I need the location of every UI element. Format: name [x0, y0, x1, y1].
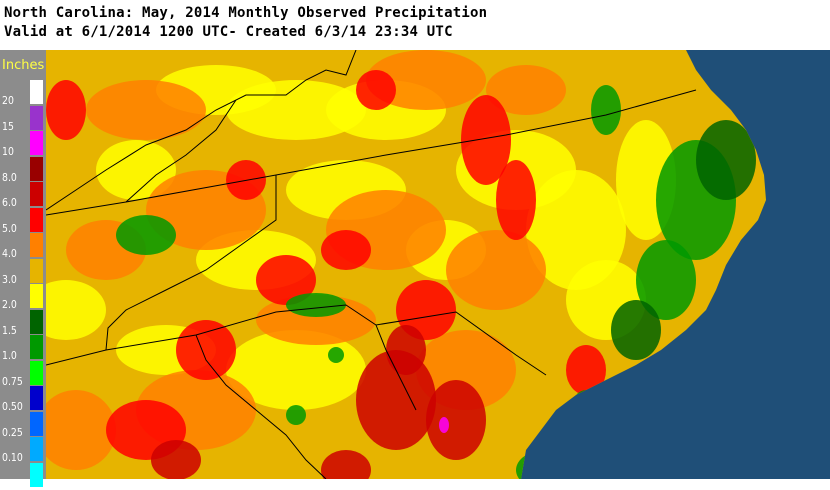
precip-blob [356, 350, 436, 450]
legend-swatch [30, 80, 43, 104]
precip-blob [46, 390, 116, 470]
precip-blob [356, 70, 396, 110]
precipitation-map [45, 49, 830, 480]
precip-blob [286, 293, 346, 317]
legend-tick-label: 8.0 [2, 170, 17, 184]
legend-tick-label: 1.0 [2, 349, 17, 362]
legend-swatch [30, 207, 43, 232]
precip-blob [321, 230, 371, 270]
precip-blob [151, 440, 201, 479]
precip-blob [426, 380, 486, 460]
legend-tick-label: 2.0 [2, 298, 17, 311]
legend-swatch [30, 335, 43, 359]
legend-tick-label: 0.25 [2, 425, 23, 439]
ga-sc-border [195, 334, 327, 480]
precip-blob [526, 170, 626, 290]
precip-blob [86, 80, 206, 140]
legend-swatch [30, 156, 43, 181]
precip-blob [396, 280, 456, 340]
legend-swatch [30, 437, 43, 461]
precip-blob [461, 95, 511, 185]
legend-tick-label: 15 [2, 119, 14, 133]
precipitation-legend: Inches 20 15 10 8.0 6.0 5.0 4.0 3.0 2.0 1.5 1.0 0.7… [0, 50, 46, 490]
legend-tick-label: 4.0 [2, 247, 17, 260]
state-county-borders [45, 49, 697, 480]
legend-tick-label: 3.0 [2, 272, 17, 286]
legend-unit-label: Inches [2, 58, 45, 73]
precip-blob [46, 80, 86, 140]
legend-tick-label: 0.01 [2, 476, 23, 490]
legend-tick-label: 6.0 [2, 196, 17, 209]
precip-blob [486, 65, 566, 115]
legend-tick-label: 0.50 [2, 400, 23, 413]
precip-blob [566, 345, 606, 395]
precip-blob [46, 280, 106, 340]
legend-tick-label: 10 [2, 145, 14, 158]
va-wv-border [45, 49, 357, 211]
precip-blob [591, 85, 621, 135]
header: North Carolina: May, 2014 Monthly Observ… [0, 0, 830, 50]
precip-blob [96, 140, 176, 200]
precip-blob [366, 50, 486, 110]
precip-blob [286, 405, 306, 425]
precip-blob [386, 325, 426, 375]
legend-swatch [30, 233, 43, 257]
legend-swatch [30, 284, 43, 308]
legend-tick-label: 1.5 [2, 323, 17, 337]
legend-swatch [30, 182, 43, 206]
legend-swatch [30, 105, 43, 130]
precip-blob [256, 295, 376, 345]
legend-swatch [30, 258, 43, 283]
legend-tick-label: 5.0 [2, 221, 17, 235]
precip-blob [439, 417, 449, 433]
precip-blob [321, 450, 371, 479]
legend-swatch [30, 360, 43, 385]
precip-blob [116, 215, 176, 255]
sc-interior-line [375, 324, 417, 411]
precip-blob [328, 347, 344, 363]
precip-blob [176, 320, 236, 380]
nc-tn-border [105, 175, 277, 351]
map-canvas [45, 49, 830, 480]
legend-swatch [30, 386, 43, 410]
legend-swatch [30, 462, 43, 487]
precipitation-field [46, 50, 756, 479]
map-subtitle: Valid at 6/1/2014 1200 UTC- Created 6/3/… [4, 24, 453, 40]
precip-blob [446, 230, 546, 310]
precip-blob [611, 300, 661, 360]
precip-blob [496, 160, 536, 240]
legend-tick-label: 0.75 [2, 374, 23, 388]
legend-swatch [30, 309, 43, 334]
map-title: North Carolina: May, 2014 Monthly Observ… [4, 5, 488, 21]
legend-tick-label: 20 [2, 94, 14, 107]
precip-blob [256, 255, 316, 305]
legend-swatch [30, 131, 43, 155]
precip-blob [636, 240, 696, 320]
va-ky-border [125, 99, 237, 203]
legend-swatch [30, 411, 43, 436]
nc-sc-border [45, 304, 547, 376]
precip-blob [696, 120, 756, 200]
legend-tick-label: 0.10 [2, 451, 23, 464]
